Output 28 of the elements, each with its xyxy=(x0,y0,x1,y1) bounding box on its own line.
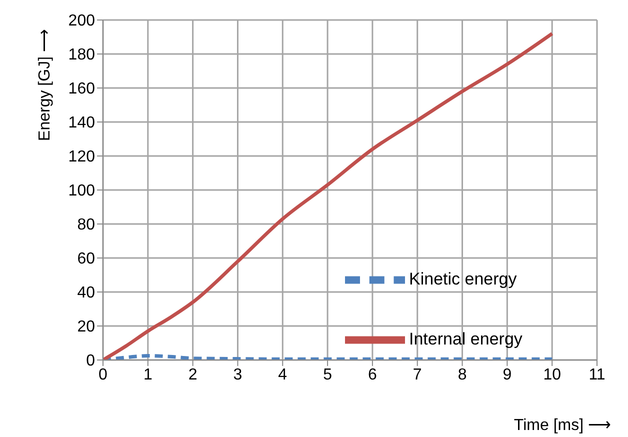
y-tick-label: 200 xyxy=(68,12,96,30)
y-axis-title: Energy [GJ] ⟶ xyxy=(36,29,54,141)
y-tick-label: 20 xyxy=(77,318,96,336)
y-tick-label: 120 xyxy=(68,148,96,166)
x-tick-label: 7 xyxy=(412,366,422,384)
x-tick-label: 0 xyxy=(98,366,108,384)
legend-label: Kinetic energy xyxy=(409,269,517,288)
x-tick-label: 3 xyxy=(233,366,242,384)
y-tick-label: 80 xyxy=(77,216,96,234)
line-series xyxy=(103,32,554,360)
y-tick-label: 40 xyxy=(77,284,96,302)
x-tick-label: 1 xyxy=(143,366,152,384)
y-tick-label: 100 xyxy=(68,182,96,200)
x-tick-label: 2 xyxy=(188,366,198,384)
x-tick-label: 6 xyxy=(368,366,377,384)
x-tick-label: 9 xyxy=(502,366,512,384)
x-tick-label: 5 xyxy=(323,366,332,384)
x-tick-label: 11 xyxy=(588,366,606,384)
x-tick-label: 10 xyxy=(543,366,562,384)
y-tick-label: 60 xyxy=(77,250,96,268)
x-tick-label: 8 xyxy=(458,366,467,384)
y-tick-label: 180 xyxy=(68,46,96,64)
x-tick-label: 4 xyxy=(278,366,288,384)
legend-label: Internal energy xyxy=(409,329,522,348)
x-axis-title: Time [ms] ⟶ xyxy=(514,417,611,434)
y-tick-label: 0 xyxy=(86,352,96,370)
y-tick-label: 140 xyxy=(68,114,96,132)
y-tick-label: 160 xyxy=(68,80,96,98)
